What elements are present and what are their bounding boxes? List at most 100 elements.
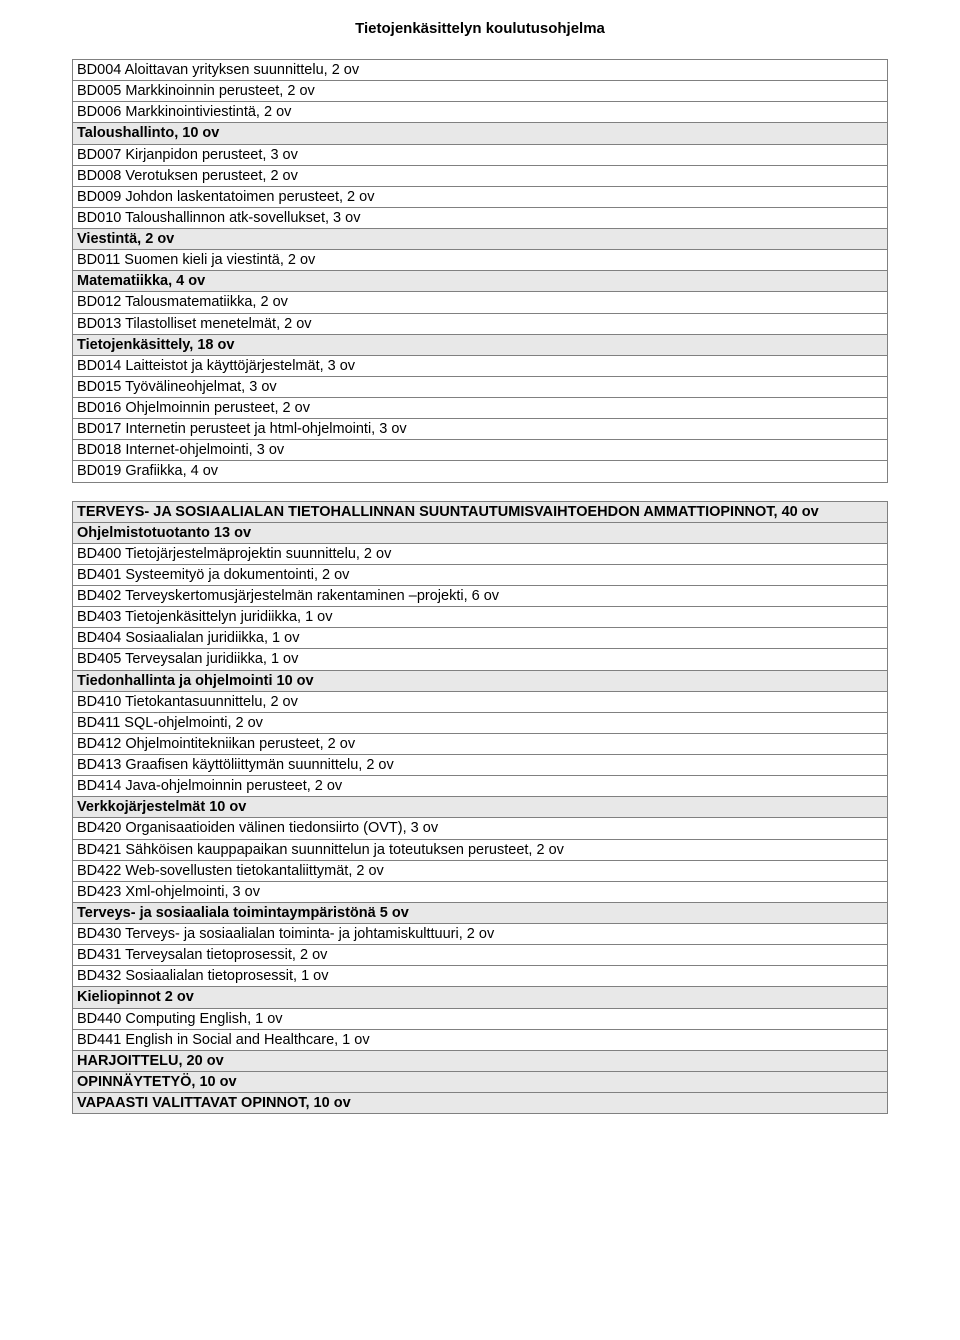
table-cell: BD018 Internet-ohjelmointi, 3 ov: [73, 440, 888, 461]
table-row: BD010 Taloushallinnon atk-sovellukset, 3…: [73, 207, 888, 228]
table-row: BD012 Talousmatematiikka, 2 ov: [73, 292, 888, 313]
table-cell: Viestintä, 2 ov: [73, 229, 888, 250]
table-cell: Tietojenkäsittely, 18 ov: [73, 334, 888, 355]
table-cell: BD432 Sosiaalialan tietoprosessit, 1 ov: [73, 966, 888, 987]
table-row: BD421 Sähköisen kauppapaikan suunnittelu…: [73, 839, 888, 860]
table-cell: Tiedonhallinta ja ohjelmointi 10 ov: [73, 670, 888, 691]
course-table-1-body: BD004 Aloittavan yrityksen suunnittelu, …: [73, 60, 888, 483]
table-cell: BD403 Tietojenkäsittelyn juridiikka, 1 o…: [73, 607, 888, 628]
table-row: Taloushallinto, 10 ov: [73, 123, 888, 144]
table-row: BD412 Ohjelmointitekniikan perusteet, 2 …: [73, 733, 888, 754]
table-cell: BD008 Verotuksen perusteet, 2 ov: [73, 165, 888, 186]
table-cell: BD420 Organisaatioiden välinen tiedonsii…: [73, 818, 888, 839]
table-cell: Terveys- ja sosiaaliala toimintaympärist…: [73, 902, 888, 923]
table-cell: BD006 Markkinointiviestintä, 2 ov: [73, 102, 888, 123]
table-cell: BD421 Sähköisen kauppapaikan suunnittelu…: [73, 839, 888, 860]
table-row: Tietojenkäsittely, 18 ov: [73, 334, 888, 355]
table-row: BD008 Verotuksen perusteet, 2 ov: [73, 165, 888, 186]
table-row: BD019 Grafiikka, 4 ov: [73, 461, 888, 482]
table-row: Verkkojärjestelmät 10 ov: [73, 797, 888, 818]
table-row: BD405 Terveysalan juridiikka, 1 ov: [73, 649, 888, 670]
table-cell: VAPAASTI VALITTAVAT OPINNOT, 10 ov: [73, 1093, 888, 1114]
table-cell: BD413 Graafisen käyttöliittymän suunnitt…: [73, 755, 888, 776]
table-cell: Kieliopinnot 2 ov: [73, 987, 888, 1008]
table-cell: HARJOITTELU, 20 ov: [73, 1050, 888, 1071]
table-cell: BD401 Systeemityö ja dokumentointi, 2 ov: [73, 564, 888, 585]
table-row: Viestintä, 2 ov: [73, 229, 888, 250]
table-cell: Matematiikka, 4 ov: [73, 271, 888, 292]
table-cell: BD405 Terveysalan juridiikka, 1 ov: [73, 649, 888, 670]
table-row: BD403 Tietojenkäsittelyn juridiikka, 1 o…: [73, 607, 888, 628]
table-cell: BD412 Ohjelmointitekniikan perusteet, 2 …: [73, 733, 888, 754]
table-row: BD016 Ohjelmoinnin perusteet, 2 ov: [73, 398, 888, 419]
table-cell: BD014 Laitteistot ja käyttöjärjestelmät,…: [73, 355, 888, 376]
table-row: BD006 Markkinointiviestintä, 2 ov: [73, 102, 888, 123]
table-cell: BD005 Markkinoinnin perusteet, 2 ov: [73, 81, 888, 102]
table-row: Tiedonhallinta ja ohjelmointi 10 ov: [73, 670, 888, 691]
table-row: BD009 Johdon laskentatoimen perusteet, 2…: [73, 186, 888, 207]
table-row: BD440 Computing English, 1 ov: [73, 1008, 888, 1029]
table-cell: BD404 Sosiaalialan juridiikka, 1 ov: [73, 628, 888, 649]
table-row: BD015 Työvälineohjelmat, 3 ov: [73, 376, 888, 397]
table-row: BD018 Internet-ohjelmointi, 3 ov: [73, 440, 888, 461]
table-row: BD402 Terveyskertomusjärjestelmän rakent…: [73, 586, 888, 607]
table-cell: BD016 Ohjelmoinnin perusteet, 2 ov: [73, 398, 888, 419]
table-cell: BD011 Suomen kieli ja viestintä, 2 ov: [73, 250, 888, 271]
table-cell: Taloushallinto, 10 ov: [73, 123, 888, 144]
table-cell: BD007 Kirjanpidon perusteet, 3 ov: [73, 144, 888, 165]
table-row: BD401 Systeemityö ja dokumentointi, 2 ov: [73, 564, 888, 585]
page-title: Tietojenkäsittelyn koulutusohjelma: [72, 20, 888, 37]
table-row: BD431 Terveysalan tietoprosessit, 2 ov: [73, 945, 888, 966]
table-row: BD430 Terveys- ja sosiaalialan toiminta-…: [73, 924, 888, 945]
table-row: BD414 Java-ohjelmoinnin perusteet, 2 ov: [73, 776, 888, 797]
table-row: BD013 Tilastolliset menetelmät, 2 ov: [73, 313, 888, 334]
table-cell: TERVEYS- JA SOSIAALIALAN TIETOHALLINNAN …: [73, 501, 888, 522]
table-cell: Ohjelmistotuotanto 13 ov: [73, 522, 888, 543]
course-table-2-body: TERVEYS- JA SOSIAALIALAN TIETOHALLINNAN …: [73, 501, 888, 1114]
table-row: TERVEYS- JA SOSIAALIALAN TIETOHALLINNAN …: [73, 501, 888, 522]
table-row: BD404 Sosiaalialan juridiikka, 1 ov: [73, 628, 888, 649]
table-cell: BD010 Taloushallinnon atk-sovellukset, 3…: [73, 207, 888, 228]
table-cell: BD423 Xml-ohjelmointi, 3 ov: [73, 881, 888, 902]
table-cell: BD004 Aloittavan yrityksen suunnittelu, …: [73, 60, 888, 81]
table-row: BD004 Aloittavan yrityksen suunnittelu, …: [73, 60, 888, 81]
table-row: BD422 Web-sovellusten tietokantaliittymä…: [73, 860, 888, 881]
table-row: BD005 Markkinoinnin perusteet, 2 ov: [73, 81, 888, 102]
table-row: VAPAASTI VALITTAVAT OPINNOT, 10 ov: [73, 1093, 888, 1114]
table-row: BD423 Xml-ohjelmointi, 3 ov: [73, 881, 888, 902]
table-cell: BD440 Computing English, 1 ov: [73, 1008, 888, 1029]
table-row: Ohjelmistotuotanto 13 ov: [73, 522, 888, 543]
table-row: BD413 Graafisen käyttöliittymän suunnitt…: [73, 755, 888, 776]
table-row: BD410 Tietokantasuunnittelu, 2 ov: [73, 691, 888, 712]
table-cell: BD441 English in Social and Healthcare, …: [73, 1029, 888, 1050]
table-cell: BD012 Talousmatematiikka, 2 ov: [73, 292, 888, 313]
table-row: Terveys- ja sosiaaliala toimintaympärist…: [73, 902, 888, 923]
table-row: BD007 Kirjanpidon perusteet, 3 ov: [73, 144, 888, 165]
table-row: OPINNÄYTETYÖ, 10 ov: [73, 1071, 888, 1092]
table-cell: BD009 Johdon laskentatoimen perusteet, 2…: [73, 186, 888, 207]
table-cell: BD402 Terveyskertomusjärjestelmän rakent…: [73, 586, 888, 607]
table-cell: BD411 SQL-ohjelmointi, 2 ov: [73, 712, 888, 733]
course-table-1: BD004 Aloittavan yrityksen suunnittelu, …: [72, 59, 888, 483]
table-cell: BD015 Työvälineohjelmat, 3 ov: [73, 376, 888, 397]
table-cell: BD410 Tietokantasuunnittelu, 2 ov: [73, 691, 888, 712]
table-cell: BD017 Internetin perusteet ja html-ohjel…: [73, 419, 888, 440]
table-row: Matematiikka, 4 ov: [73, 271, 888, 292]
table-cell: Verkkojärjestelmät 10 ov: [73, 797, 888, 818]
table-cell: BD400 Tietojärjestelmäprojektin suunnitt…: [73, 543, 888, 564]
table-cell: BD414 Java-ohjelmoinnin perusteet, 2 ov: [73, 776, 888, 797]
table-row: HARJOITTELU, 20 ov: [73, 1050, 888, 1071]
table-cell: OPINNÄYTETYÖ, 10 ov: [73, 1071, 888, 1092]
table-cell: BD431 Terveysalan tietoprosessit, 2 ov: [73, 945, 888, 966]
table-row: BD017 Internetin perusteet ja html-ohjel…: [73, 419, 888, 440]
table-row: BD411 SQL-ohjelmointi, 2 ov: [73, 712, 888, 733]
table-row: BD011 Suomen kieli ja viestintä, 2 ov: [73, 250, 888, 271]
table-row: BD420 Organisaatioiden välinen tiedonsii…: [73, 818, 888, 839]
table-cell: BD430 Terveys- ja sosiaalialan toiminta-…: [73, 924, 888, 945]
table-row: BD441 English in Social and Healthcare, …: [73, 1029, 888, 1050]
table-cell: BD019 Grafiikka, 4 ov: [73, 461, 888, 482]
course-table-2: TERVEYS- JA SOSIAALIALAN TIETOHALLINNAN …: [72, 501, 888, 1115]
table-cell: BD422 Web-sovellusten tietokantaliittymä…: [73, 860, 888, 881]
table-row: BD432 Sosiaalialan tietoprosessit, 1 ov: [73, 966, 888, 987]
table-row: Kieliopinnot 2 ov: [73, 987, 888, 1008]
